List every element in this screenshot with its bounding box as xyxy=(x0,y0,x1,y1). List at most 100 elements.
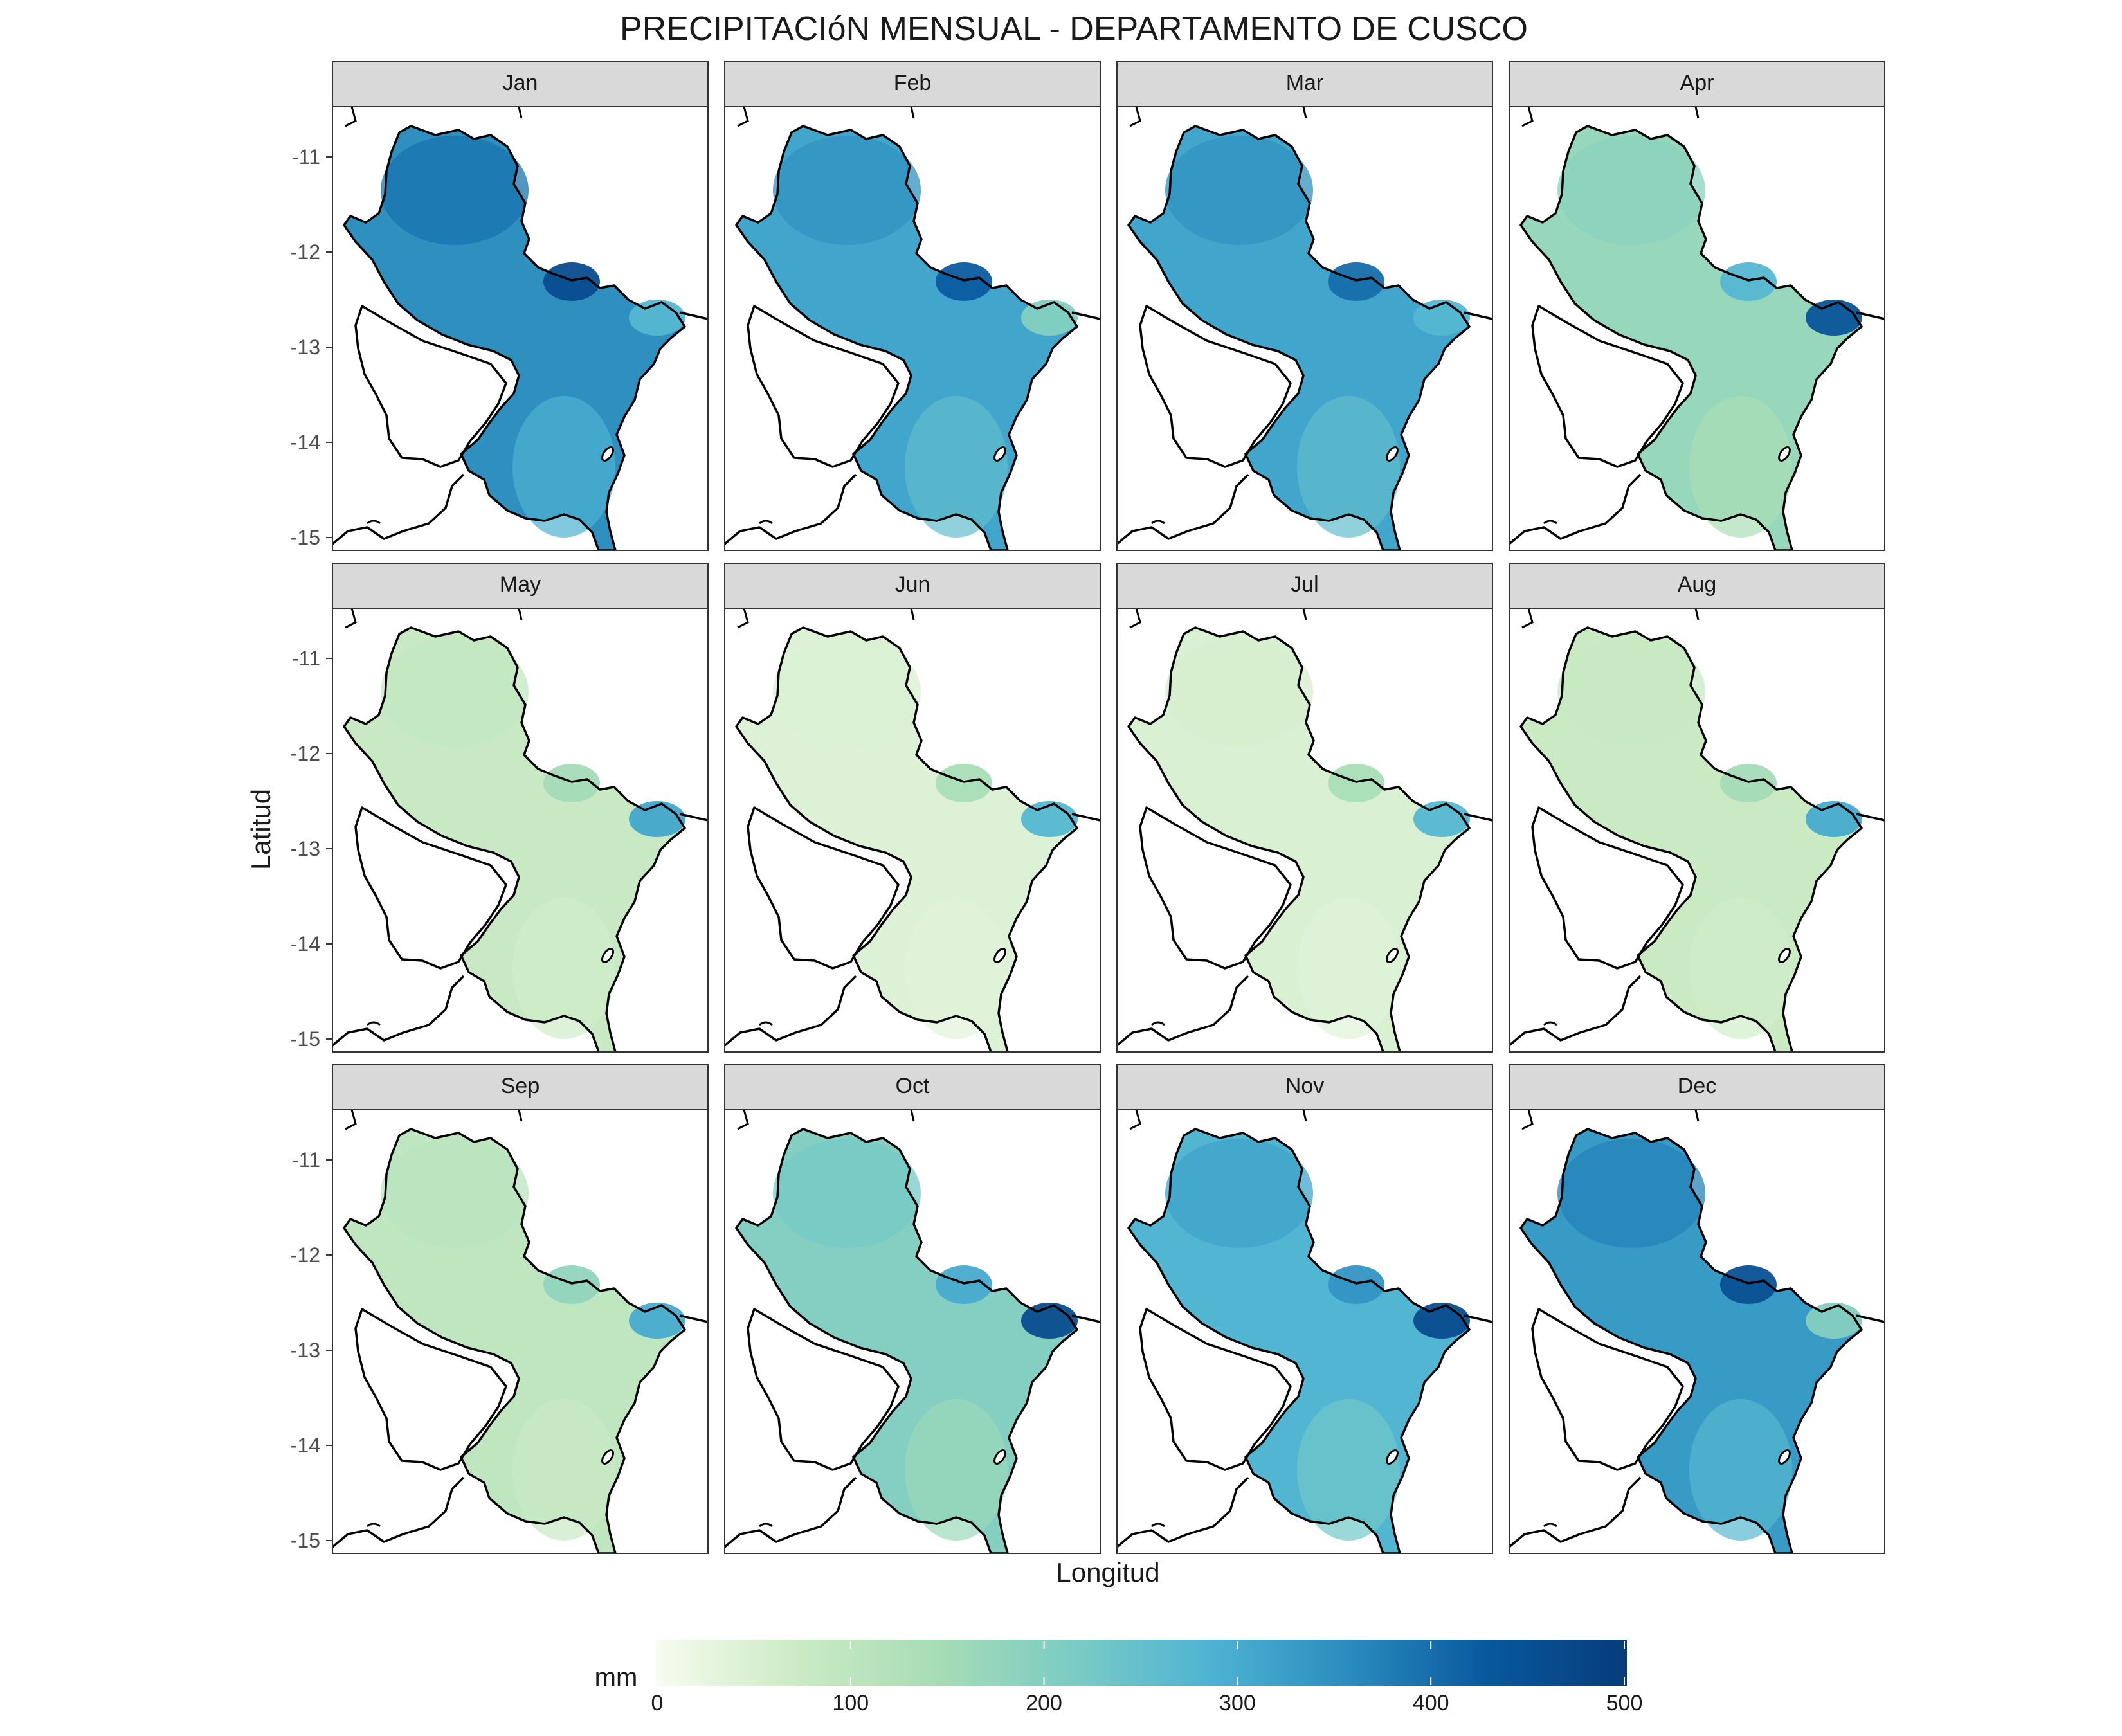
panel-border xyxy=(332,608,709,1053)
northern-wet-zone xyxy=(1557,637,1705,746)
southern-dry-zone xyxy=(512,1399,615,1541)
eastern-boundary xyxy=(1856,311,1885,320)
northwest-boundary xyxy=(1521,1110,1534,1130)
north-boundary xyxy=(1694,107,1700,119)
coast-mark xyxy=(367,1021,381,1026)
neighbor-region-outline xyxy=(747,1308,900,1471)
legend-tick-label: 500 xyxy=(1606,1691,1643,1715)
north-boundary xyxy=(910,107,915,119)
facet-strip xyxy=(1509,563,1885,609)
colorbar-legend: mm 0 100 200 300 400 500 xyxy=(595,1640,1643,1715)
northern-wet-zone xyxy=(1165,136,1313,245)
north-boundary xyxy=(1302,1110,1307,1122)
facet-strip-label: Jul xyxy=(1291,572,1318,597)
northwest-boundary xyxy=(737,1110,749,1130)
map-body xyxy=(332,608,708,1052)
map-body xyxy=(1509,107,1885,550)
legend-tick-label: 100 xyxy=(832,1691,869,1715)
southern-boundary xyxy=(1117,473,1249,545)
facet-panel-dec: Dec xyxy=(1509,1064,1885,1554)
legend-tick-label: 400 xyxy=(1413,1691,1449,1715)
eastern-boundary xyxy=(1071,813,1100,822)
northern-wet-zone xyxy=(1557,136,1705,245)
coast-mark xyxy=(1151,1523,1165,1528)
neighbor-region-outline xyxy=(354,305,507,468)
facet-strip xyxy=(724,1064,1101,1110)
northeast-hotspot xyxy=(1328,1265,1384,1304)
coast-mark xyxy=(1151,1021,1165,1026)
northeast-hotspot xyxy=(1720,764,1777,802)
y-axis-ticks: -11 -12 -13 -14 -15 -11 -12 -13 -14 -15 -11 -12 -13 -… xyxy=(291,145,332,1552)
coast-mark xyxy=(1543,1021,1557,1026)
southern-dry-zone xyxy=(1297,898,1400,1039)
facet-strip-label: Aug xyxy=(1678,572,1717,597)
north-boundary xyxy=(518,1110,523,1122)
neighbor-region-outline xyxy=(1531,1308,1684,1471)
northwest-boundary xyxy=(737,107,749,127)
y-tick-label: -15 xyxy=(291,526,320,549)
northwest-boundary xyxy=(1521,608,1534,629)
southern-boundary xyxy=(725,975,857,1047)
facet-strip-label: Sep xyxy=(501,1074,540,1098)
northwest-boundary xyxy=(345,1110,357,1130)
eastern-boundary xyxy=(1071,1314,1100,1323)
x-axis-label: Longitud xyxy=(1056,1557,1159,1587)
coast-mark xyxy=(759,1523,773,1528)
facet-grid: Jan Feb Mar Apr May Jun Jul Aug Sep Oct Nov Dec xyxy=(332,61,1885,1554)
northeast-hotspot xyxy=(936,764,992,802)
legend-colorbar xyxy=(656,1640,1627,1686)
y-tick-label: -14 xyxy=(291,431,320,454)
southern-dry-zone xyxy=(512,396,615,538)
panel-border xyxy=(332,106,709,551)
map-body xyxy=(1509,608,1885,1052)
coast-mark xyxy=(1543,1523,1557,1528)
panel-border xyxy=(1509,1109,1885,1554)
southern-dry-zone xyxy=(905,396,1008,538)
facet-strip xyxy=(1509,61,1885,107)
northern-wet-zone xyxy=(1165,637,1313,746)
facet-strip xyxy=(332,61,709,107)
north-boundary xyxy=(1302,608,1307,620)
eastern-boundary xyxy=(1464,813,1492,822)
chart-title: PRECIPITACIóN MENSUAL - DEPARTAMENTO DE … xyxy=(620,10,1528,48)
panel-border xyxy=(1116,1109,1493,1554)
southern-boundary xyxy=(1117,975,1249,1047)
northern-wet-zone xyxy=(381,1139,529,1248)
eastern-boundary xyxy=(1071,311,1100,320)
southern-dry-zone xyxy=(1689,1399,1792,1541)
lake xyxy=(601,1449,614,1465)
northern-wet-zone xyxy=(381,637,529,746)
map-body xyxy=(332,1110,708,1553)
northeast-hotspot xyxy=(1720,262,1777,301)
lake xyxy=(993,446,1006,462)
panel-border xyxy=(1116,106,1493,551)
northern-wet-zone xyxy=(773,136,921,245)
facet-strip-label: May xyxy=(500,572,541,597)
panel-border xyxy=(724,608,1101,1053)
northwest-boundary xyxy=(1129,1110,1141,1130)
neighbor-region-outline xyxy=(1531,806,1684,970)
northwest-boundary xyxy=(1129,608,1141,629)
facet-strip-label: Dec xyxy=(1678,1074,1716,1098)
facet-panel-jul: Jul xyxy=(1116,563,1493,1053)
northwest-boundary xyxy=(345,608,357,629)
southern-boundary xyxy=(1509,975,1642,1047)
neighbor-region-outline xyxy=(354,806,507,970)
legend-ticks: 0 100 200 300 400 500 xyxy=(651,1641,1643,1715)
neighbor-region-outline xyxy=(354,1308,507,1471)
facet-strip xyxy=(1509,1064,1885,1110)
legend-title: mm xyxy=(595,1663,638,1692)
legend-tick-label: 0 xyxy=(651,1691,664,1715)
lake xyxy=(601,446,614,462)
lake xyxy=(1386,1449,1399,1465)
y-tick-label: -12 xyxy=(291,742,320,765)
facet-panel-may: May xyxy=(332,563,709,1053)
facet-strip-label: Jan xyxy=(503,71,538,95)
facet-strip-label: Nov xyxy=(1285,1074,1324,1098)
southern-dry-zone xyxy=(905,1399,1008,1541)
facet-strip xyxy=(332,563,709,609)
facet-panel-feb: Feb xyxy=(724,61,1101,551)
facet-panel-sep: Sep xyxy=(332,1064,709,1554)
panel-border xyxy=(724,1109,1101,1554)
lake xyxy=(1778,948,1791,963)
